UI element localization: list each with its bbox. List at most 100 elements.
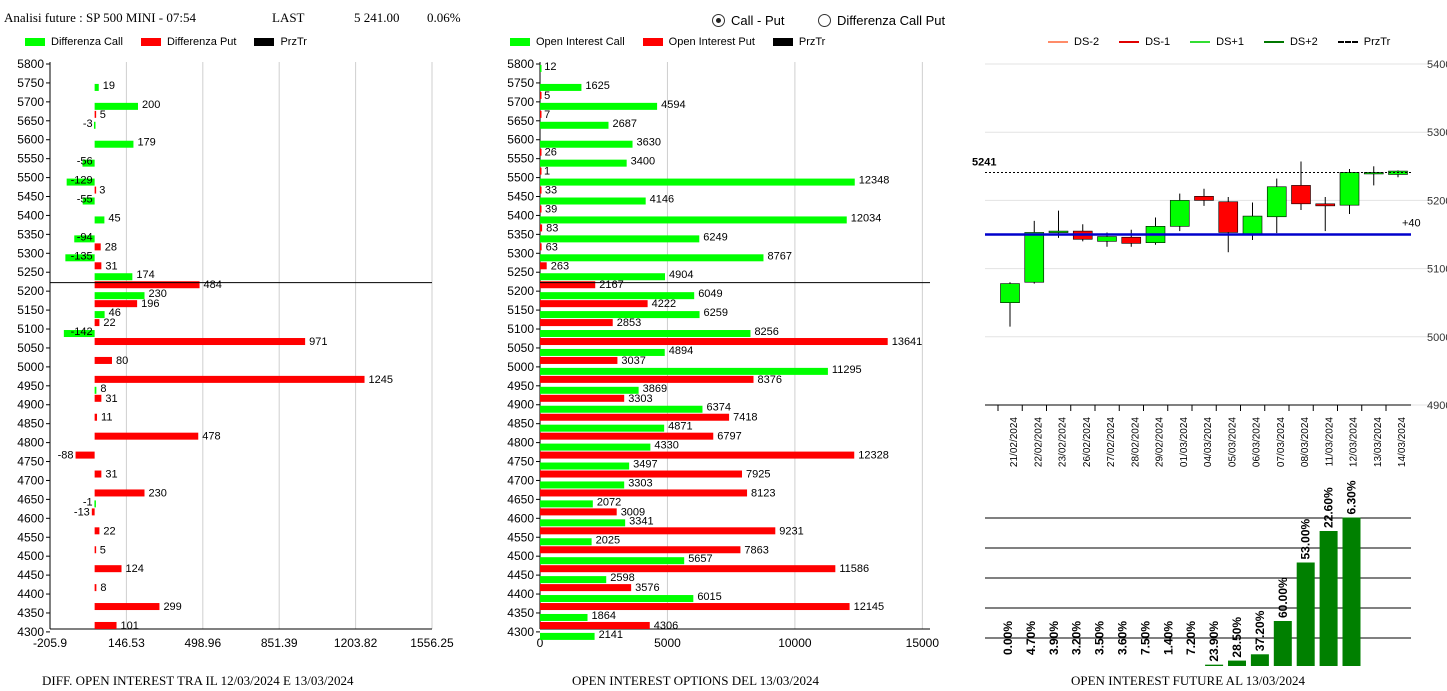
legend-label: Open Interest Put — [668, 36, 755, 48]
future-bar-label: 7.20% — [1184, 621, 1198, 655]
put-bar — [94, 281, 200, 289]
put-bar — [540, 300, 648, 308]
put-bar-label: 2167 — [599, 279, 623, 291]
y-tick-label: 4700 — [507, 473, 534, 487]
radio-call-put[interactable]: Call - Put — [712, 13, 784, 28]
y-tick-label: 5150 — [507, 303, 534, 317]
y-tick-label: 4400 — [17, 587, 44, 601]
y-tick-label: 5500 — [507, 171, 534, 185]
put-bar-label: 299 — [163, 601, 181, 613]
y-tick-label: 5050 — [17, 341, 44, 355]
put-bar-label: 8123 — [751, 487, 775, 499]
y-tick-label: 4900 — [507, 398, 534, 412]
put-bar — [91, 508, 95, 516]
x-tick-label: 27/02/2024 — [1106, 417, 1117, 467]
y-tick-label: 4650 — [17, 492, 44, 506]
put-bar-label: 12328 — [858, 450, 889, 462]
future-bar — [1273, 621, 1292, 666]
x-tick-label: 5000 — [654, 636, 681, 650]
candle-body — [1121, 236, 1142, 244]
call-bar — [540, 65, 542, 72]
y-tick-label: 4800 — [17, 436, 44, 450]
put-bar-label: 6797 — [717, 431, 741, 443]
radio-differenza-call-put[interactable]: Differenza Call Put — [818, 13, 945, 28]
call-bar — [540, 386, 639, 394]
call-bar-label: 1864 — [592, 610, 616, 622]
call-bar-label: 12348 — [859, 175, 890, 187]
y-tick-label: 4800 — [507, 436, 534, 450]
x-tick-label: 10000 — [778, 636, 812, 650]
y-tick-label: 5650 — [17, 114, 44, 128]
legend-swatch-call — [510, 38, 530, 46]
put-bar-label: 3009 — [621, 506, 645, 518]
put-bar — [94, 356, 112, 364]
candle-body — [1000, 283, 1020, 304]
call-bar — [94, 500, 96, 508]
y-tick-label: 4850 — [17, 417, 44, 431]
call-bar — [540, 443, 651, 451]
call-bar — [94, 140, 134, 148]
future-bar — [1250, 654, 1269, 666]
call-bar-label: 3303 — [628, 477, 652, 489]
y-tick-label: 5600 — [507, 133, 534, 147]
put-bar — [540, 451, 855, 459]
put-bar-label: 3576 — [635, 582, 659, 594]
x-tick-label: 28/02/2024 — [1130, 417, 1141, 467]
put-bar-label: 196 — [141, 298, 159, 310]
y-tick-label: 5400 — [507, 208, 534, 222]
y-tick-label: 5600 — [17, 133, 44, 147]
put-bar-label: 7418 — [733, 412, 757, 424]
call-bar — [94, 311, 105, 319]
future-bar — [1228, 660, 1246, 666]
call-bar — [540, 519, 626, 527]
x-tick-label: 26/02/2024 — [1082, 417, 1093, 467]
y-tick-label: 4600 — [17, 511, 44, 525]
put-bar — [540, 338, 888, 346]
y-tick-label: 5350 — [17, 227, 44, 241]
put-bar — [94, 603, 160, 611]
call-bar-label: 12 — [544, 61, 556, 73]
put-bar — [540, 432, 714, 440]
put-bar-label: -13 — [74, 506, 90, 518]
put-bar-label: 4222 — [652, 298, 676, 310]
future-bar-label: 22.60% — [1322, 487, 1336, 528]
radio-selected-indicator — [712, 14, 725, 27]
legend-line-ds-2 — [1048, 41, 1068, 43]
legend-line-ds+2 — [1263, 41, 1284, 43]
call-bar-label: 5657 — [688, 553, 712, 565]
legend-label: PrzTr — [1363, 36, 1391, 48]
put-bar-label: 31 — [105, 260, 117, 272]
put-bar-label: 971 — [309, 336, 327, 348]
put-bar-label: 1 — [544, 166, 550, 178]
future-bar-label: 4.70% — [1024, 621, 1038, 655]
call-bar — [540, 235, 700, 243]
y-tick-label: 4850 — [507, 417, 534, 431]
call-bar-label: 4871 — [668, 421, 692, 433]
x-tick-label: 146.53 — [108, 636, 145, 650]
put-bar-label: 3 — [99, 185, 105, 197]
call-bar — [540, 500, 593, 508]
put-bar-label: -88 — [58, 450, 74, 462]
future-bar-label: 3.50% — [1093, 621, 1107, 655]
future-bar — [1205, 664, 1224, 666]
x-tick-label: 05/03/2024 — [1227, 417, 1238, 467]
y-tick-label: 5200 — [17, 284, 44, 298]
x-tick-label: -205.9 — [33, 636, 67, 650]
candle-body — [1218, 201, 1239, 233]
future-bar-label: 7.50% — [1138, 621, 1152, 655]
put-bar — [540, 148, 542, 156]
legend-label: Differenza Call — [51, 36, 123, 48]
x-tick-label: 21/02/2024 — [1009, 417, 1020, 467]
x-tick-label: 1556.25 — [410, 636, 454, 650]
y-tick-label: 5000 — [507, 360, 534, 374]
future-bar-label: 37.20% — [1253, 610, 1267, 651]
call-bar — [94, 102, 138, 110]
x-tick-label: 01/03/2024 — [1179, 417, 1190, 467]
call-bar — [74, 235, 95, 243]
put-bar — [94, 546, 97, 554]
y-tick-label: 5300 — [1427, 127, 1447, 139]
put-bar — [94, 432, 199, 440]
x-tick-label: 13/03/2024 — [1373, 417, 1384, 467]
put-bar-label: 8 — [100, 582, 106, 594]
put-bar — [94, 527, 100, 535]
